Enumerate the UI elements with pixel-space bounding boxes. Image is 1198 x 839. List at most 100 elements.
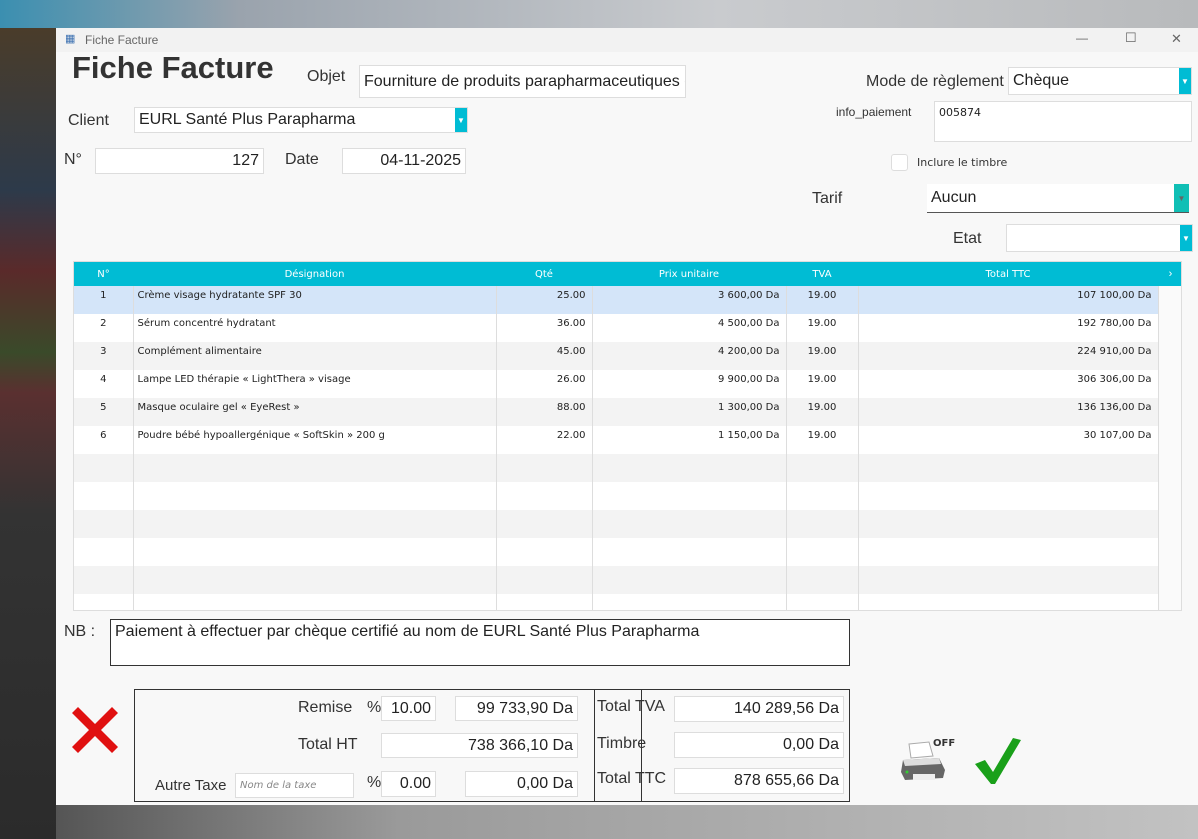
mode-reglement-select[interactable]: Chèque ▼ (1008, 67, 1192, 95)
taxe-name-input[interactable]: Nom de la taxe (235, 773, 354, 798)
cell-prix-unitaire (592, 482, 787, 510)
empty-table-row[interactable] (74, 482, 1159, 510)
taxe-pct-input[interactable]: 0.00 (381, 771, 436, 797)
total-tva-value: 140 289,56 Da (674, 696, 844, 722)
app-icon: ▦ (65, 33, 76, 45)
empty-table-row[interactable] (74, 566, 1159, 594)
client-label: Client (68, 112, 109, 129)
timbre-value: 0,00 Da (674, 732, 844, 758)
cell-prix-unitaire (592, 454, 787, 482)
empty-table-row[interactable] (74, 454, 1159, 482)
total-tva-label: Total TVA (597, 698, 665, 715)
totals-ht-box (134, 689, 642, 802)
cell-num (74, 510, 134, 538)
cell-designation: Lampe LED thérapie « LightThera » visage (133, 370, 497, 398)
chevron-down-icon[interactable]: ▼ (1179, 68, 1191, 94)
taxe-pct-sign: % (367, 774, 382, 791)
info-paiement-input[interactable]: 005874 (934, 101, 1192, 142)
cell-prix-unitaire (592, 510, 787, 538)
client-value: EURL Santé Plus Parapharma (139, 111, 356, 128)
cell-total-ttc: 224 910,00 Da (858, 342, 1159, 370)
objet-label: Objet (307, 68, 346, 85)
timbre-checkbox[interactable] (891, 154, 908, 171)
cell-tva (786, 566, 859, 594)
cell-total-ttc: 107 100,00 Da (858, 286, 1159, 314)
autre-taxe-label: Autre Taxe (155, 777, 227, 794)
close-button[interactable]: ✕ (1171, 31, 1182, 46)
cancel-button[interactable] (70, 705, 120, 755)
chevron-down-icon[interactable]: ▼ (455, 108, 467, 132)
totals-ttc-box (594, 689, 850, 802)
col-total-ttc[interactable]: Total TTC (858, 262, 1158, 286)
total-ht-value: 738 366,10 Da (381, 733, 578, 758)
date-label: Date (285, 151, 319, 168)
num-input[interactable]: 127 (95, 148, 264, 174)
cell-prix-unitaire: 1 150,00 Da (592, 426, 787, 454)
cell-tva: 19.00 (786, 286, 859, 314)
objet-input[interactable]: Fourniture de produits parapharmaceutiqu… (359, 65, 686, 98)
table-row[interactable]: 1 Crème visage hydratante SPF 30 25.00 3 60… (74, 286, 1159, 314)
print-state: OFF (933, 738, 956, 749)
etat-select[interactable]: ▼ (1006, 224, 1193, 252)
cell-designation: Crème visage hydratante SPF 30 (133, 286, 497, 314)
nb-label: NB : (64, 623, 96, 640)
desktop-taskbar (0, 28, 56, 839)
chevron-right-icon[interactable]: › (1158, 262, 1181, 286)
remise-amount: 99 733,90 Da (455, 696, 578, 721)
cell-total-ttc (858, 594, 1159, 610)
cell-total-ttc (858, 482, 1159, 510)
minimize-button[interactable]: — (1076, 31, 1088, 45)
cell-qte (496, 510, 593, 538)
cell-qte: 88.00 (496, 398, 593, 426)
cell-num (74, 594, 134, 610)
printer-icon (901, 741, 945, 780)
table-row[interactable]: 3 Complément alimentaire 45.00 4 200,00 Da 1… (74, 342, 1159, 370)
empty-table-row[interactable] (74, 594, 1159, 610)
total-ht-label: Total HT (298, 736, 358, 753)
table-row[interactable]: 4 Lampe LED thérapie « LightThera » visag… (74, 370, 1159, 398)
col-qte[interactable]: Qté (496, 262, 592, 286)
table-header: N° Désignation Qté Prix unitaire TVA Tot… (74, 262, 1158, 286)
etat-label: Etat (953, 230, 982, 247)
table-row[interactable]: 2 Sérum concentré hydratant 36.00 4 500,00 … (74, 314, 1159, 342)
cell-tva: 19.00 (786, 426, 859, 454)
cell-qte: 36.00 (496, 314, 593, 342)
cell-qte: 22.00 (496, 426, 593, 454)
col-prix-unitaire[interactable]: Prix unitaire (592, 262, 786, 286)
col-tva[interactable]: TVA (786, 262, 858, 286)
nb-textarea[interactable]: Paiement à effectuer par chèque certifié… (110, 619, 850, 666)
cell-prix-unitaire: 1 300,00 Da (592, 398, 787, 426)
table-row[interactable]: 5 Masque oculaire gel « EyeRest » 88.00 1 3… (74, 398, 1159, 426)
mode-reglement-label: Mode de règlement (866, 73, 1004, 90)
chevron-down-icon[interactable]: ▼ (1180, 225, 1192, 251)
cell-designation (133, 594, 497, 610)
col-designation[interactable]: Désignation (133, 262, 496, 286)
cell-total-ttc: 306 306,00 Da (858, 370, 1159, 398)
red-x-icon (72, 707, 118, 753)
table-scrollbar[interactable] (1158, 286, 1181, 610)
date-input[interactable]: 04-11-2025 (342, 148, 466, 174)
remise-pct-input[interactable]: 10.00 (381, 696, 436, 721)
maximize-button[interactable]: ☐ (1125, 30, 1137, 45)
cell-num (74, 482, 134, 510)
print-button[interactable] (899, 740, 951, 784)
cell-num: 5 (74, 398, 134, 426)
cell-qte (496, 454, 593, 482)
empty-table-row[interactable] (74, 538, 1159, 566)
cell-qte (496, 482, 593, 510)
cell-tva (786, 482, 859, 510)
cell-tva (786, 538, 859, 566)
confirm-button[interactable] (973, 736, 1023, 786)
cell-num: 6 (74, 426, 134, 454)
cell-designation (133, 482, 497, 510)
cell-designation: Complément alimentaire (133, 342, 497, 370)
empty-table-row[interactable] (74, 510, 1159, 538)
remise-label: Remise (298, 699, 353, 716)
client-select[interactable]: EURL Santé Plus Parapharma ▼ (134, 107, 468, 133)
tarif-select[interactable]: Aucun ▼ (927, 184, 1189, 213)
table-row[interactable]: 6 Poudre bébé hypoallergénique « SoftSkin… (74, 426, 1159, 454)
cell-designation (133, 454, 497, 482)
col-num[interactable]: N° (74, 262, 133, 286)
chevron-down-icon[interactable]: ▼ (1174, 184, 1189, 212)
tarif-value: Aucun (931, 189, 977, 206)
